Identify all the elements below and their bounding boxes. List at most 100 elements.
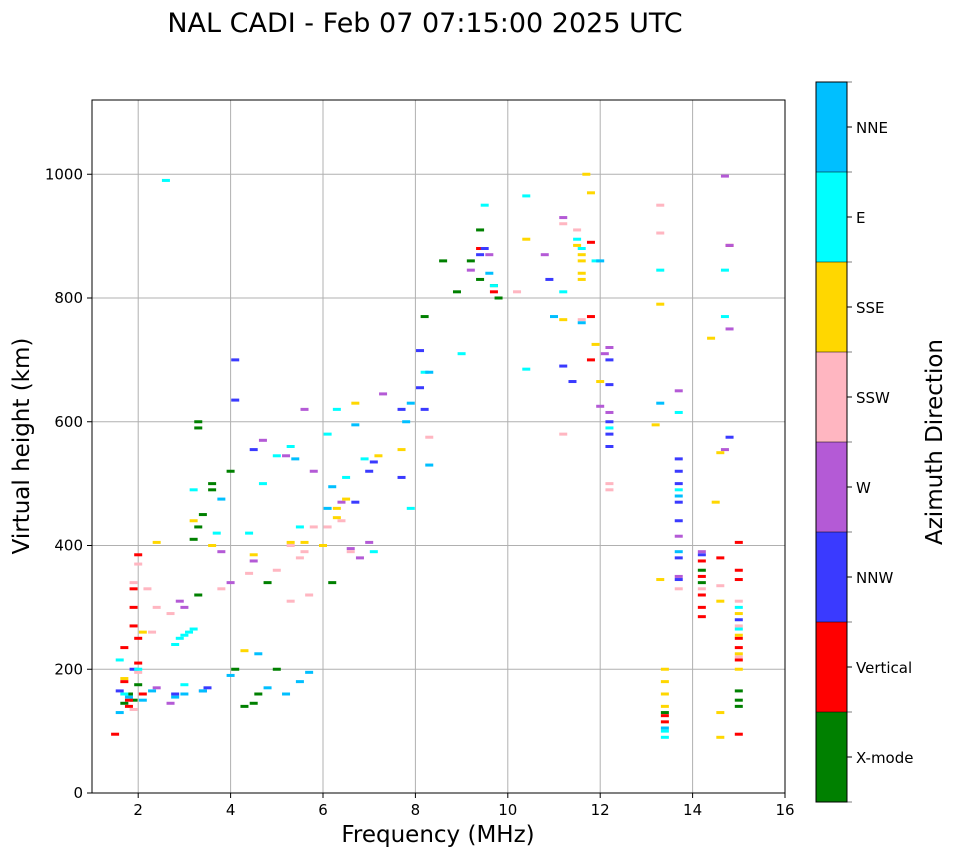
data-point: [115, 711, 124, 715]
data-point: [697, 615, 706, 619]
data-point: [185, 630, 194, 634]
data-point: [346, 550, 355, 554]
data-point: [124, 704, 133, 708]
data-point: [550, 315, 558, 319]
data-point: [586, 358, 595, 362]
data-point: [489, 290, 498, 294]
data-point: [605, 482, 614, 486]
colorbar-swatch: [816, 352, 847, 442]
data-point: [208, 488, 217, 492]
data-point: [522, 237, 531, 241]
data-point: [171, 695, 180, 699]
data-point: [734, 636, 743, 640]
data-point: [452, 290, 461, 294]
data-point: [577, 253, 586, 257]
data-point: [342, 475, 351, 479]
data-point: [660, 692, 669, 696]
data-point: [231, 358, 240, 362]
data-point: [420, 370, 429, 374]
data-point: [559, 290, 568, 294]
data-point: [697, 574, 706, 578]
data-point: [716, 584, 725, 588]
data-point: [734, 540, 743, 544]
series-e: [115, 178, 743, 739]
data-point: [272, 454, 281, 458]
data-point: [397, 407, 406, 411]
data-point: [716, 711, 725, 715]
data-point: [573, 237, 582, 241]
data-point: [272, 568, 281, 572]
data-points: [111, 172, 743, 739]
data-point: [734, 599, 743, 603]
data-point: [674, 578, 683, 582]
data-point: [489, 284, 498, 288]
data-point: [231, 667, 240, 671]
data-point: [245, 571, 254, 575]
y-tick-label: 1000: [45, 165, 83, 183]
data-point: [707, 336, 716, 340]
data-point: [129, 707, 138, 711]
data-point: [129, 667, 138, 671]
x-tick-label: 6: [318, 801, 328, 819]
data-point: [605, 426, 614, 430]
data-point: [351, 401, 360, 405]
data-point: [203, 686, 212, 690]
data-point: [166, 701, 175, 705]
data-point: [212, 531, 221, 535]
data-point: [734, 633, 743, 637]
data-point: [734, 605, 743, 609]
x-tick-label: 10: [498, 801, 517, 819]
colorbar-tick-label: W: [856, 479, 871, 497]
data-point: [138, 698, 147, 702]
data-point: [152, 605, 161, 609]
series-sse: [120, 172, 743, 739]
colorbar-tick-label: SSE: [856, 299, 885, 317]
data-point: [651, 423, 660, 427]
data-point: [660, 680, 669, 684]
x-tick-label: 14: [683, 801, 702, 819]
y-tick-label: 200: [54, 660, 83, 678]
data-point: [148, 689, 157, 693]
data-point: [716, 451, 725, 455]
data-point: [697, 587, 706, 591]
data-point: [309, 469, 318, 473]
data-point: [674, 519, 683, 523]
data-point: [231, 398, 240, 402]
data-point: [494, 296, 503, 300]
data-point: [379, 392, 388, 396]
data-point: [332, 407, 341, 411]
data-point: [605, 432, 614, 436]
data-point: [365, 540, 374, 544]
colorbar-swatch: [816, 262, 847, 352]
colorbar-swatch: [816, 442, 847, 532]
data-point: [573, 243, 582, 247]
data-point: [152, 540, 161, 544]
data-point: [249, 701, 258, 705]
data-point: [711, 500, 720, 504]
data-point: [406, 401, 415, 405]
x-tick-label: 4: [226, 801, 236, 819]
data-point: [596, 380, 605, 384]
data-point: [734, 652, 743, 656]
colorbar-tick-label: Vertical: [856, 659, 912, 677]
data-point: [600, 352, 609, 356]
data-point: [263, 581, 272, 585]
data-point: [674, 587, 683, 591]
data-point: [217, 550, 226, 554]
data-point: [476, 247, 485, 250]
data-point: [522, 194, 531, 198]
data-point: [734, 618, 743, 622]
data-point: [134, 667, 143, 671]
grid-lines: [92, 100, 786, 794]
data-point: [249, 553, 258, 557]
data-point: [166, 612, 175, 616]
data-point: [720, 315, 729, 319]
x-axis-label: Frequency (MHz): [341, 822, 534, 848]
data-point: [660, 711, 669, 715]
data-point: [577, 259, 586, 263]
data-point: [282, 692, 291, 696]
data-point: [180, 605, 189, 609]
y-axis-label: Virtual height (km): [9, 338, 35, 555]
data-point: [720, 268, 729, 272]
data-point: [120, 692, 129, 696]
